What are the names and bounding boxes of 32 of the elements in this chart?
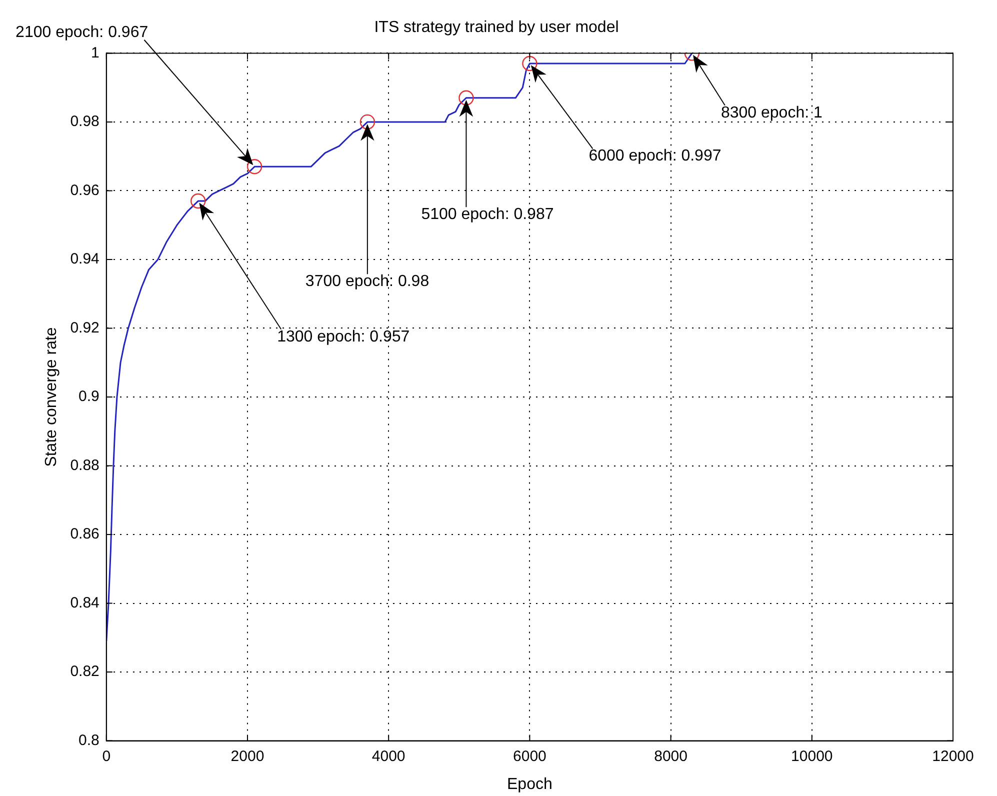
point <box>360 114 376 130</box>
point <box>190 193 206 209</box>
x-tick-label: 12000 <box>932 748 974 765</box>
x-axis-title: Epoch <box>507 776 552 793</box>
annotation: 3700 epoch: 0.98 <box>305 273 430 290</box>
x-tick-label: 6000 <box>513 748 546 765</box>
y-tick-label: 0.84 <box>70 594 100 612</box>
y-axis-title: State converge rate <box>43 327 60 467</box>
annotation: 8300 epoch: 1 <box>720 104 822 122</box>
annotation: 1300 epoch: 0.957 <box>277 328 410 346</box>
x-tick-label: 0 <box>102 748 111 765</box>
y-tick-label: 0.82 <box>70 663 100 680</box>
x-tick-label: 10000 <box>791 748 833 765</box>
y-tick-label: 0.98 <box>70 113 100 130</box>
y-tick-label: 0.8 <box>78 732 100 749</box>
y-tick-label: 0.9 <box>78 388 100 406</box>
y-tick-label: 0.94 <box>70 250 100 268</box>
point <box>522 56 538 72</box>
x-tick-label: 2000 <box>230 748 264 765</box>
x-tick-label: 4000 <box>372 748 406 765</box>
y-tick-label: 0.88 <box>70 456 100 474</box>
x-tick-label: 8000 <box>654 748 688 765</box>
annotation: 5100 epoch: 0.987 <box>421 206 554 224</box>
y-tick-label: 0.96 <box>70 182 100 199</box>
y-tick-label: 1 <box>91 44 100 62</box>
text: 2100 epoch: 0.967 <box>16 24 148 41</box>
point <box>458 90 474 106</box>
y-tick-label: 0.86 <box>70 526 100 543</box>
point <box>246 159 262 174</box>
y-tick-label: 0.92 <box>70 319 100 336</box>
annotation: 6000 epoch: 0.997 <box>588 148 722 165</box>
chart-title: ITS strategy trained by user model <box>374 19 619 36</box>
